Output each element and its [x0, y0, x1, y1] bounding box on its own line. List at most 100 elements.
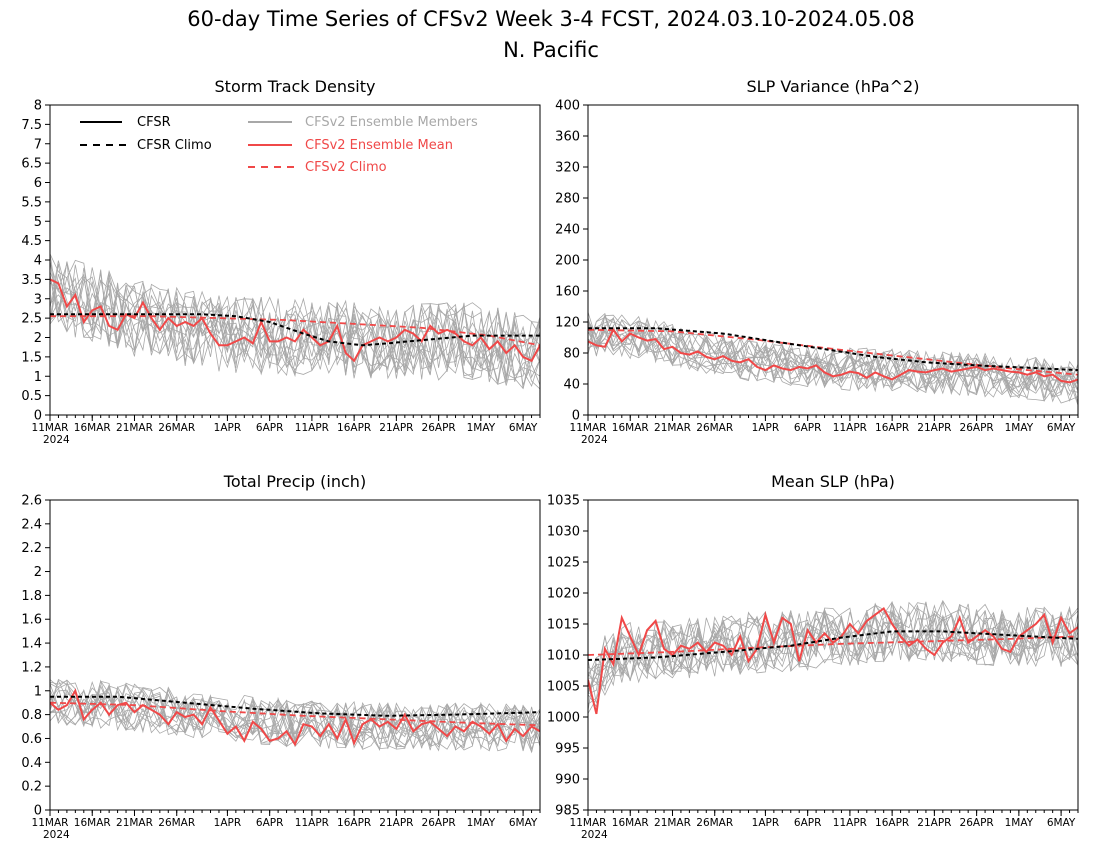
- member-line: [588, 601, 1078, 705]
- cfsv2-climo-line: [588, 328, 1078, 376]
- x-tick-label: 1APR: [214, 422, 242, 434]
- x-tick-label: 11MAR: [570, 817, 607, 829]
- y-tick-label: 2: [34, 331, 42, 346]
- x-tick-label: 26APR: [960, 422, 994, 434]
- plot-frame: [49, 104, 541, 416]
- x-tick-label: 6MAY: [1047, 817, 1076, 829]
- x-tick-label: 16MAR: [612, 422, 649, 434]
- panel-title: Mean SLP (hPa): [771, 472, 895, 491]
- x-year-label: 2024: [43, 829, 70, 841]
- cfsr-climo-line: [50, 313, 540, 347]
- x-tick-label: 6APR: [256, 817, 284, 829]
- x-tick-label: 26APR: [960, 817, 994, 829]
- cfsv2-climo-line: [50, 315, 540, 347]
- x-year-label: 2024: [581, 434, 608, 446]
- plot-area: [50, 253, 540, 390]
- y-tick-label: 1010: [547, 649, 580, 664]
- y-tick-label: 360: [555, 130, 580, 145]
- member-line: [50, 261, 540, 389]
- plot-area: [588, 599, 1078, 715]
- x-tick-label: 6APR: [256, 422, 284, 434]
- panel-title: Storm Track Density: [215, 77, 376, 96]
- panel-total-precip: Total Precip (inch) 0 0.2 0.4 0.6 0.8 1 1.2 1.4 1…: [21, 472, 541, 841]
- x-tick-label: 21APR: [379, 422, 413, 434]
- y-tick-label: 8: [34, 99, 42, 114]
- x-tick-label: 11MAR: [570, 422, 607, 434]
- y-tick-label: 120: [555, 316, 580, 331]
- x-tick-label: 21MAR: [116, 422, 153, 434]
- x-tick-label: 21MAR: [654, 817, 691, 829]
- x-tick-label: 6MAY: [509, 422, 538, 434]
- panel-title: Total Precip (inch): [223, 472, 366, 491]
- member-line: [588, 608, 1078, 696]
- y-tick-label: 2.2: [21, 541, 42, 556]
- x-tick-label: 16MAR: [74, 422, 111, 434]
- x-tick-label: 26MAR: [696, 817, 733, 829]
- member-line: [588, 601, 1078, 694]
- y-tick-label: 240: [555, 223, 580, 238]
- y-tick-label: 1035: [547, 494, 580, 509]
- plot-area: [588, 311, 1078, 406]
- y-tick-label: 1: [34, 370, 42, 385]
- member-line: [50, 283, 540, 379]
- member-line: [50, 271, 540, 387]
- y-tick-label: 2.6: [21, 494, 42, 509]
- x-tick-label: 1APR: [752, 422, 780, 434]
- y-tick-label: 1: [34, 684, 42, 699]
- x-year-label: 2024: [581, 829, 608, 841]
- x-tick-label: 1MAY: [1005, 422, 1034, 434]
- x-tick-label: 26APR: [422, 817, 456, 829]
- x-tick-label: 16APR: [875, 422, 909, 434]
- member-line: [588, 314, 1078, 404]
- member-line: [588, 317, 1078, 402]
- member-line: [588, 314, 1078, 406]
- x-year-label: 2024: [43, 434, 70, 446]
- ensemble-mean-line: [588, 607, 1078, 715]
- y-tick-label: 1030: [547, 525, 580, 540]
- x-tick-label: 6APR: [794, 817, 822, 829]
- y-tick-label: 400: [555, 99, 580, 114]
- y-tick-label: 0: [34, 409, 42, 424]
- y-tick-label: 200: [555, 254, 580, 269]
- x-tick-label: 1MAY: [1005, 817, 1034, 829]
- y-tick-label: 6: [34, 176, 42, 191]
- cfsv2-climo-line: [588, 635, 1078, 656]
- y-tick-label: 7.5: [21, 118, 42, 133]
- x-tick-label: 1APR: [752, 817, 780, 829]
- x-tick-label: 11APR: [295, 817, 329, 829]
- x-tick-label: 11APR: [295, 422, 329, 434]
- plot-frame: [49, 499, 541, 811]
- y-tick-label: 2.4: [21, 517, 42, 532]
- panel-slp-variance: SLP Variance (hPa^2) 0 40 80 120 160 200 240 280…: [555, 77, 1079, 446]
- x-tick-label: 26MAR: [158, 422, 195, 434]
- legend-label-ens-mean: CFSv2 Ensemble Mean: [305, 138, 453, 153]
- x-tick-label: 26MAR: [696, 422, 733, 434]
- y-tick-label: 990: [555, 773, 580, 788]
- legend-label-cfsv2-climo: CFSv2 Climo: [305, 160, 387, 175]
- member-line: [50, 279, 540, 381]
- x-tick-label: 21APR: [917, 817, 951, 829]
- y-tick-label: 1.8: [21, 589, 42, 604]
- y-tick-label: 0.6: [21, 732, 42, 747]
- panel-storm-track-density: Storm Track Density 0 0.5 1 1.5 2 2.5 3 3.5 4 4.5 5…: [21, 77, 541, 446]
- y-tick-label: 1.5: [21, 350, 42, 365]
- y-tick-label: 0.2: [21, 780, 42, 795]
- member-line: [50, 685, 540, 748]
- x-tick-label: 6MAY: [509, 817, 538, 829]
- ensemble-mean-line: [50, 278, 540, 363]
- y-tick-label: 5.5: [21, 195, 42, 210]
- x-tick-label: 16APR: [337, 422, 371, 434]
- member-line: [50, 261, 540, 382]
- y-tick-label: 985: [555, 804, 580, 819]
- y-tick-label: 320: [555, 161, 580, 176]
- cfsr-climo-line: [588, 630, 1078, 661]
- x-tick-label: 1MAY: [467, 422, 496, 434]
- member-line: [588, 318, 1078, 398]
- y-tick-label: 160: [555, 285, 580, 300]
- x-tick-label: 26APR: [422, 422, 456, 434]
- member-line: [588, 328, 1078, 403]
- y-tick-label: 0.5: [21, 389, 42, 404]
- y-tick-label: 0: [34, 804, 42, 819]
- y-tick-label: 1.6: [21, 613, 42, 628]
- x-tick-label: 11MAR: [32, 817, 69, 829]
